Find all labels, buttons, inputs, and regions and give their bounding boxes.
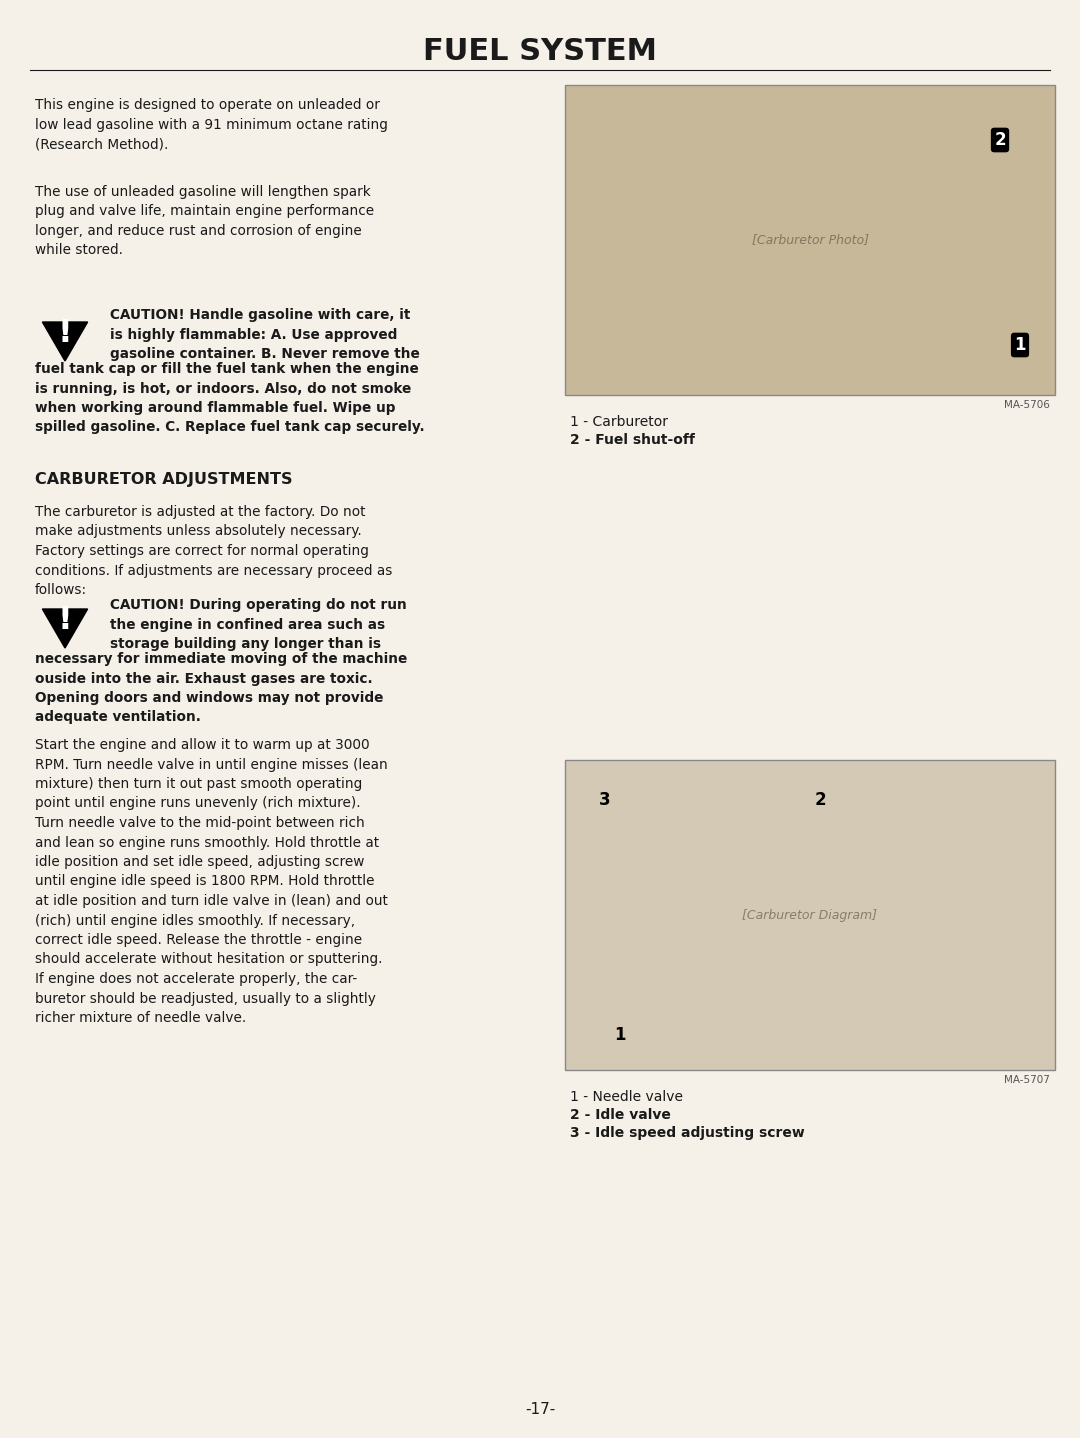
Text: necessary for immediate moving of the machine
ouside into the air. Exhaust gases: necessary for immediate moving of the ma… xyxy=(35,651,407,725)
Text: 1 - Needle valve: 1 - Needle valve xyxy=(570,1090,683,1104)
Text: 3: 3 xyxy=(599,791,611,810)
Text: 1 - Carburetor: 1 - Carburetor xyxy=(570,416,669,429)
Text: 1: 1 xyxy=(615,1025,625,1044)
Text: !: ! xyxy=(57,605,72,636)
FancyBboxPatch shape xyxy=(565,85,1055,395)
Text: The use of unleaded gasoline will lengthen spark
plug and valve life, maintain e: The use of unleaded gasoline will length… xyxy=(35,186,374,257)
Text: FUEL SYSTEM: FUEL SYSTEM xyxy=(423,37,657,66)
Text: MA-5707: MA-5707 xyxy=(1004,1076,1050,1086)
Text: CARBURETOR ADJUSTMENTS: CARBURETOR ADJUSTMENTS xyxy=(35,472,293,487)
Text: fuel tank cap or fill the fuel tank when the engine
is running, is hot, or indoo: fuel tank cap or fill the fuel tank when… xyxy=(35,362,424,434)
FancyBboxPatch shape xyxy=(565,761,1055,1070)
Text: 3 - Idle speed adjusting screw: 3 - Idle speed adjusting screw xyxy=(570,1126,805,1140)
Text: 2: 2 xyxy=(995,131,1005,150)
Text: The carburetor is adjusted at the factory. Do not
make adjustments unless absolu: The carburetor is adjusted at the factor… xyxy=(35,505,392,597)
Text: Start the engine and allow it to warm up at 3000
RPM. Turn needle valve in until: Start the engine and allow it to warm up… xyxy=(35,738,388,1025)
Text: CAUTION! During operating do not run
the engine in confined area such as
storage: CAUTION! During operating do not run the… xyxy=(110,598,407,651)
Polygon shape xyxy=(42,322,87,361)
Text: 2 - Fuel shut-off: 2 - Fuel shut-off xyxy=(570,433,694,447)
Text: 1: 1 xyxy=(1014,336,1026,354)
Polygon shape xyxy=(42,610,87,649)
Text: 2: 2 xyxy=(814,791,826,810)
Text: [Carburetor Diagram]: [Carburetor Diagram] xyxy=(743,909,877,922)
Text: CAUTION! Handle gasoline with care, it
is highly flammable: A. Use approved
gaso: CAUTION! Handle gasoline with care, it i… xyxy=(110,308,420,361)
Text: [Carburetor Photo]: [Carburetor Photo] xyxy=(752,233,868,246)
Text: This engine is designed to operate on unleaded or
low lead gasoline with a 91 mi: This engine is designed to operate on un… xyxy=(35,98,388,151)
Text: !: ! xyxy=(57,318,72,349)
Text: 2 - Idle valve: 2 - Idle valve xyxy=(570,1109,671,1122)
Text: MA-5706: MA-5706 xyxy=(1004,400,1050,410)
Text: -17-: -17- xyxy=(525,1402,555,1418)
